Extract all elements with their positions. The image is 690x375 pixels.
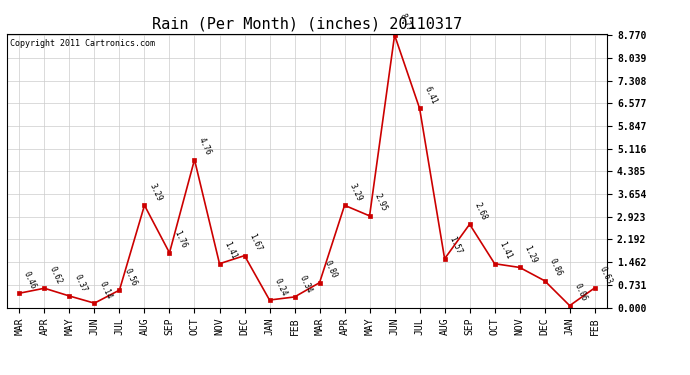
- Text: 0.37: 0.37: [72, 273, 88, 293]
- Text: 2.95: 2.95: [373, 192, 388, 213]
- Text: 4.76: 4.76: [197, 136, 213, 157]
- Text: 6.41: 6.41: [422, 85, 438, 106]
- Title: Rain (Per Month) (inches) 20110317: Rain (Per Month) (inches) 20110317: [152, 16, 462, 31]
- Text: 0.24: 0.24: [273, 277, 288, 297]
- Text: 0.63: 0.63: [598, 265, 613, 285]
- Text: 1.57: 1.57: [447, 236, 464, 256]
- Text: 3.29: 3.29: [347, 182, 364, 203]
- Text: 2.68: 2.68: [473, 201, 489, 222]
- Text: 0.06: 0.06: [573, 282, 589, 303]
- Text: 0.34: 0.34: [297, 274, 313, 294]
- Text: 1.67: 1.67: [247, 232, 264, 253]
- Text: 0.62: 0.62: [47, 265, 63, 285]
- Text: 8.77: 8.77: [397, 12, 413, 32]
- Text: 1.76: 1.76: [172, 230, 188, 250]
- Text: 1.41: 1.41: [222, 240, 238, 261]
- Text: Copyright 2011 Cartronics.com: Copyright 2011 Cartronics.com: [10, 39, 155, 48]
- Text: 0.86: 0.86: [547, 258, 564, 278]
- Text: 0.46: 0.46: [22, 270, 38, 290]
- Text: 0.56: 0.56: [122, 267, 138, 287]
- Text: 0.14: 0.14: [97, 280, 113, 300]
- Text: 3.29: 3.29: [147, 182, 164, 203]
- Text: 1.41: 1.41: [497, 240, 513, 261]
- Text: 0.80: 0.80: [322, 259, 338, 280]
- Text: 1.29: 1.29: [522, 244, 538, 265]
